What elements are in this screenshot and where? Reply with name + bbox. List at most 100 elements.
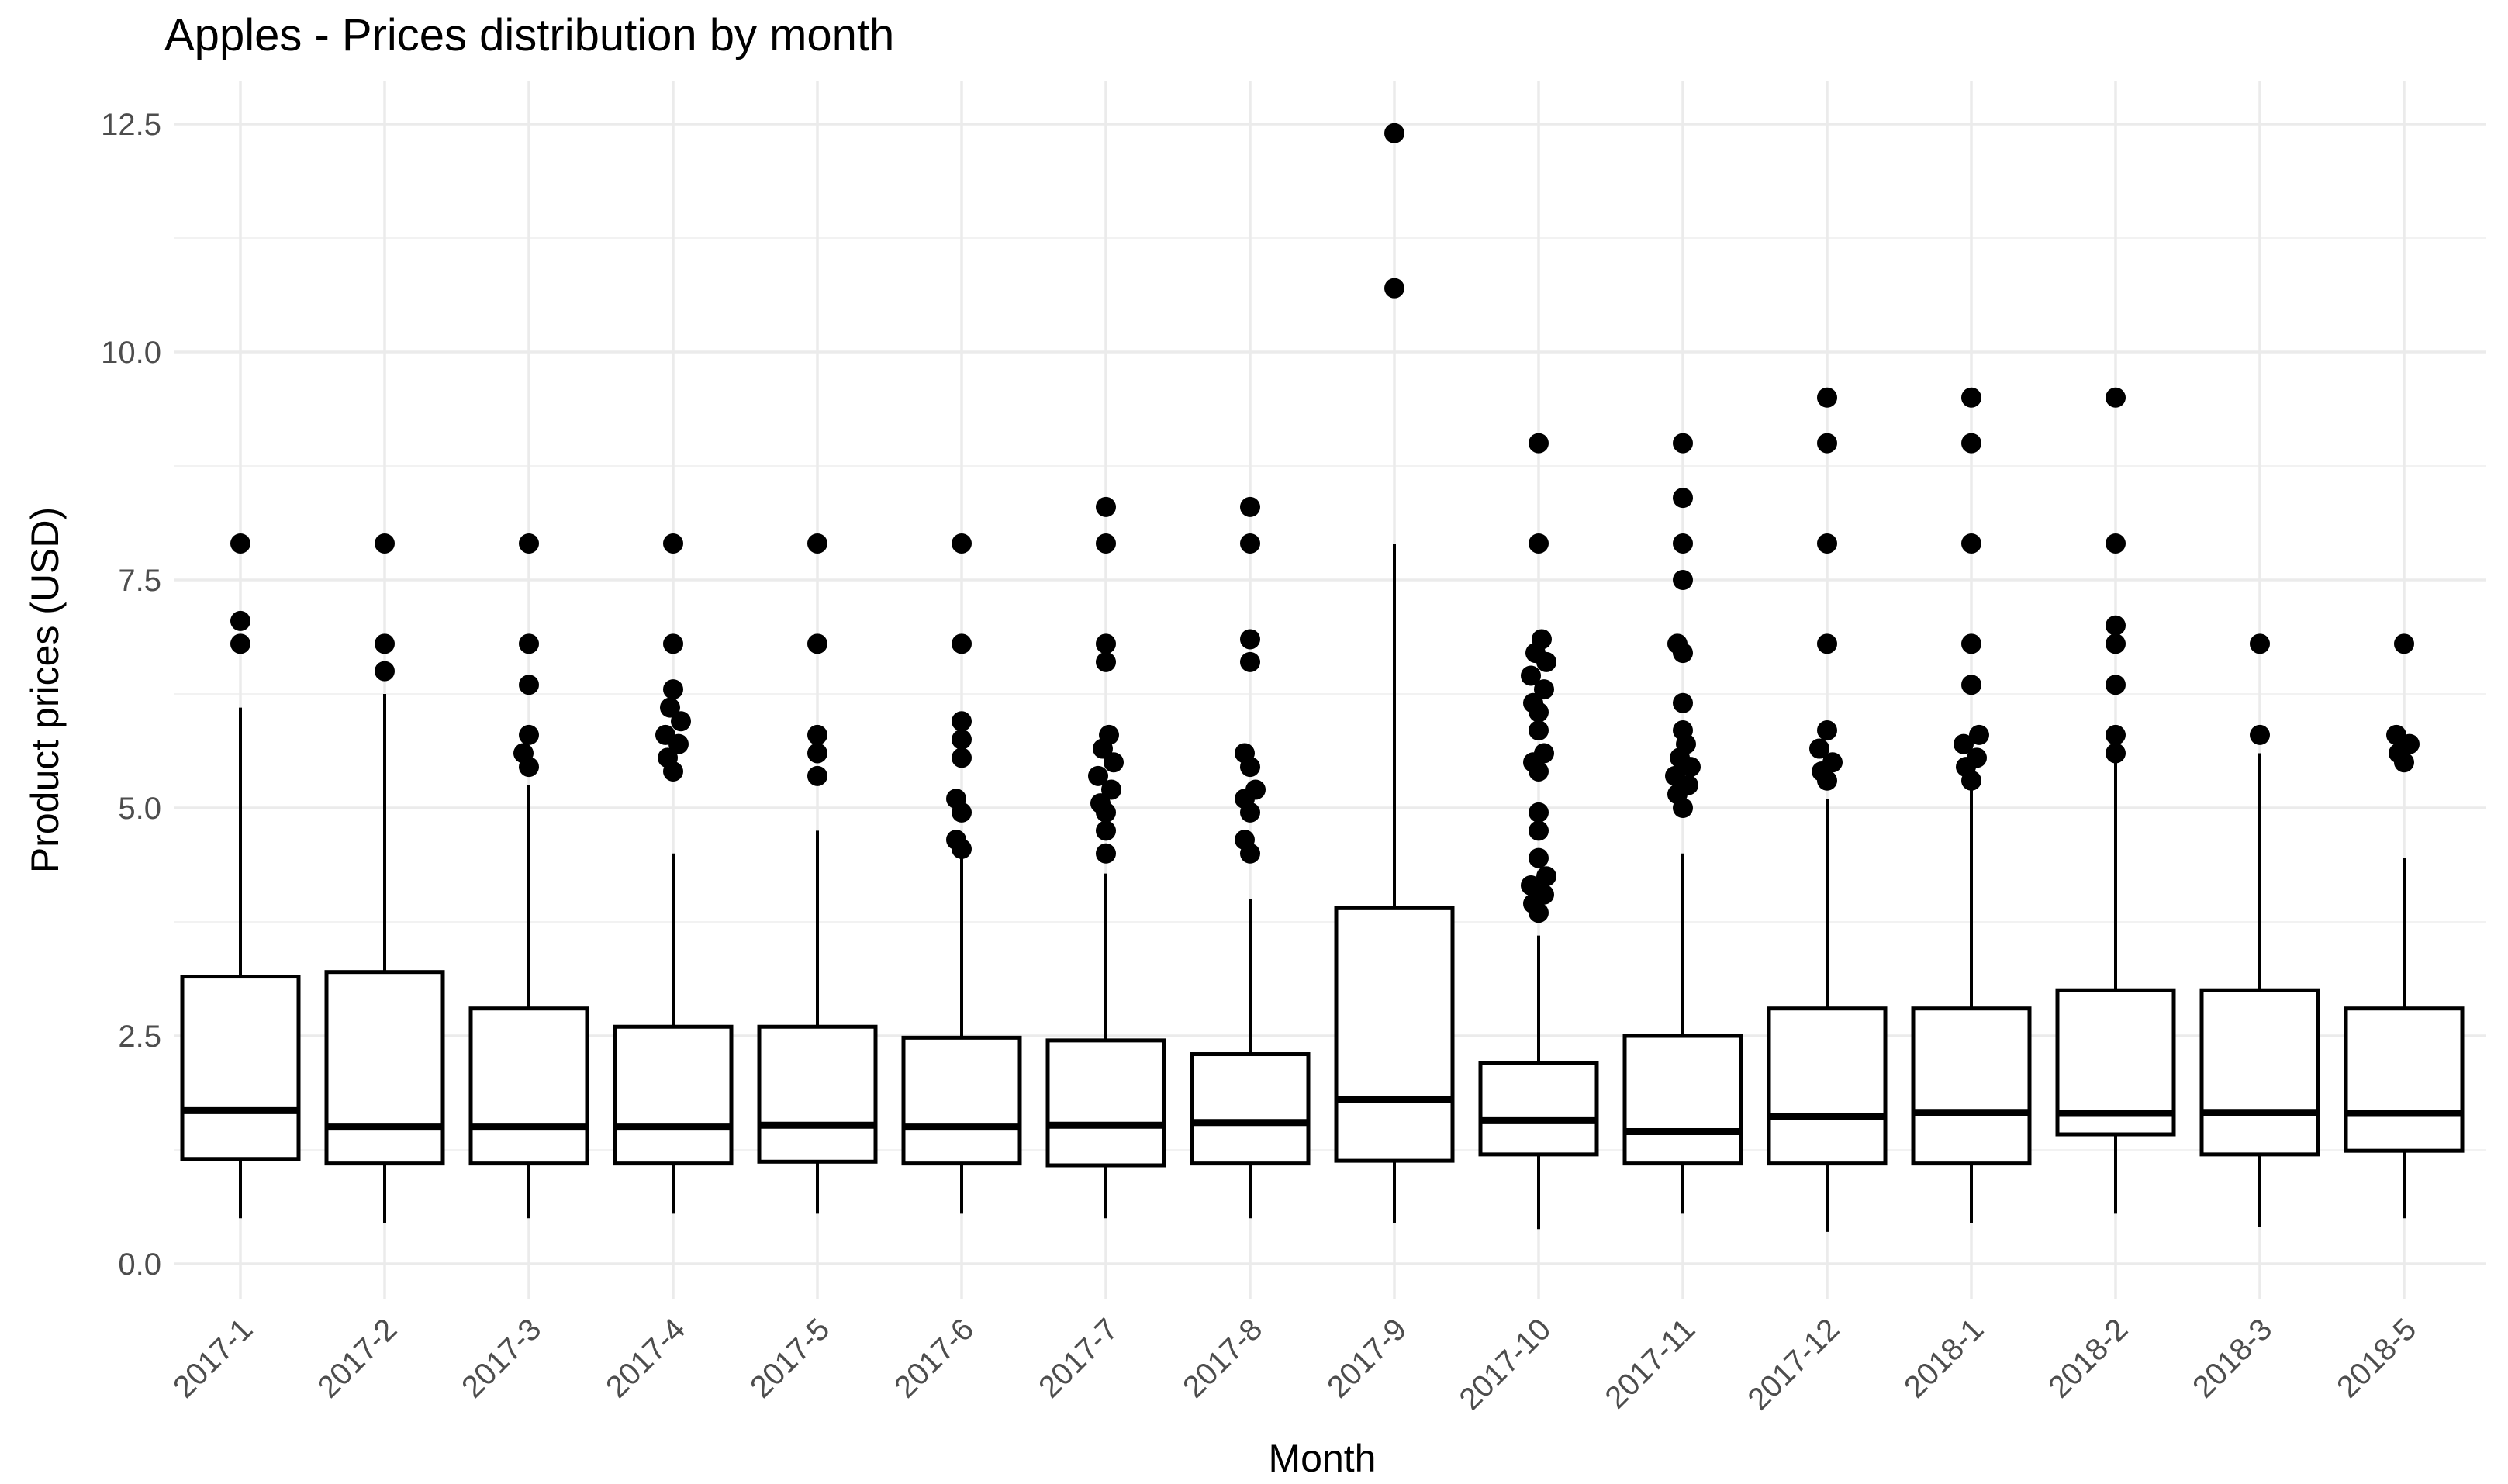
outlier-dot xyxy=(807,533,827,554)
outlier-dot xyxy=(1961,533,1981,554)
y-tick-label-10.0: 10.0 xyxy=(101,336,161,370)
outlier-dot xyxy=(1809,738,1829,759)
outlier-dot xyxy=(519,724,539,745)
outlier-dot xyxy=(807,743,827,764)
outlier-dot xyxy=(2106,675,2126,695)
x-tick-label-2018-5: 2018-5 xyxy=(2330,1312,2423,1404)
outlier-dot xyxy=(1532,629,1552,650)
outlier-dot xyxy=(1104,752,1124,773)
outlier-dot xyxy=(1529,802,1549,823)
iqr-box xyxy=(1767,1006,1888,1166)
outlier-dot xyxy=(2250,633,2270,654)
boxplot-2018-3 xyxy=(2199,633,2320,1227)
x-tick-label-2018-1: 2018-1 xyxy=(1898,1312,1990,1404)
outlier-dot xyxy=(1090,793,1111,814)
outlier-dot xyxy=(1240,533,1260,554)
outlier-dot xyxy=(1240,496,1260,517)
outlier-dot xyxy=(1529,533,1549,554)
outlier-dot xyxy=(1096,820,1116,841)
boxplot-2017-11 xyxy=(1622,433,1743,1214)
iqr-box xyxy=(1190,1052,1311,1166)
outlier-dot xyxy=(1096,496,1116,517)
outlier-dot xyxy=(2106,387,2126,408)
outlier-dot xyxy=(952,729,972,750)
outlier-dot xyxy=(1534,679,1554,700)
outlier-dot xyxy=(1961,633,1981,654)
boxplot-2017-8 xyxy=(1190,496,1311,1219)
x-tick-label-2017-1: 2017-1 xyxy=(167,1312,259,1404)
x-tick-label-2017-7: 2017-7 xyxy=(1032,1312,1124,1404)
outlier-dot xyxy=(1961,433,1981,454)
y-tick-label-0.0: 0.0 xyxy=(118,1248,161,1282)
x-tick-label-2017-10: 2017-10 xyxy=(1453,1312,1557,1417)
outlier-dot xyxy=(1096,651,1116,672)
outlier-dot xyxy=(655,724,675,745)
x-axis-title: Month xyxy=(1268,1437,1377,1480)
iqr-box xyxy=(613,1024,734,1166)
iqr-box xyxy=(1622,1034,1743,1166)
outlier-dot xyxy=(2106,724,2126,745)
y-tick-label-12.5: 12.5 xyxy=(101,108,161,142)
outlier-dot xyxy=(2386,724,2406,745)
outlier-dot xyxy=(1523,692,1543,713)
boxplot-2017-10 xyxy=(1478,433,1599,1230)
outlier-dot xyxy=(2394,633,2414,654)
x-tick-label-2017-9: 2017-9 xyxy=(1321,1312,1413,1404)
outlier-dot xyxy=(663,679,683,700)
boxplot-2018-2 xyxy=(2055,387,2176,1214)
outlier-dot xyxy=(1088,765,1108,786)
boxplot-2017-3 xyxy=(468,533,589,1219)
outlier-dot xyxy=(1817,633,1837,654)
outlier-dot xyxy=(1534,743,1554,764)
outlier-dot xyxy=(1817,387,1837,408)
outlier-dot xyxy=(660,697,680,718)
iqr-box xyxy=(2344,1006,2465,1153)
outlier-dot xyxy=(1521,665,1541,686)
x-tick-label-2017-2: 2017-2 xyxy=(311,1312,403,1404)
outlier-dot xyxy=(1099,724,1119,745)
outlier-dot xyxy=(1245,779,1266,800)
boxplot-2017-9 xyxy=(1334,123,1455,1223)
outlier-dot xyxy=(1969,724,1989,745)
outlier-dot xyxy=(2106,533,2126,554)
iqr-box xyxy=(2199,988,2320,1157)
y-tick-label-5.0: 5.0 xyxy=(118,792,161,826)
x-tick-label-2018-2: 2018-2 xyxy=(2042,1312,2134,1404)
outlier-dot xyxy=(519,675,539,695)
outlier-dot xyxy=(663,633,683,654)
outlier-dot xyxy=(1967,747,1987,768)
boxplot-2017-12 xyxy=(1767,387,1888,1232)
outlier-dot xyxy=(375,533,395,554)
x-tick-label-2017-3: 2017-3 xyxy=(455,1312,548,1404)
iqr-box xyxy=(1478,1061,1599,1157)
outlier-dot xyxy=(1817,533,1837,554)
outlier-dot xyxy=(1529,847,1549,868)
x-tick-label-2017-4: 2017-4 xyxy=(599,1312,692,1404)
outlier-dot xyxy=(1101,779,1121,800)
outlier-dot xyxy=(1673,720,1693,741)
outlier-dot xyxy=(1096,533,1116,554)
outlier-dot xyxy=(2106,615,2126,636)
outlier-dot xyxy=(513,743,534,764)
outlier-dot xyxy=(952,533,972,554)
iqr-box xyxy=(468,1006,589,1166)
outlier-dot xyxy=(1817,720,1837,741)
outlier-dot xyxy=(1235,743,1255,764)
iqr-box xyxy=(757,1024,878,1164)
iqr-box xyxy=(1045,1038,1166,1168)
outlier-dot xyxy=(1817,433,1837,454)
outlier-dot xyxy=(658,747,678,768)
outlier-dot xyxy=(1954,733,1974,754)
boxplot-2017-5 xyxy=(757,533,878,1214)
outlier-dot xyxy=(1665,765,1685,786)
outlier-dot xyxy=(952,747,972,768)
outlier-dot xyxy=(1384,123,1404,143)
outlier-dot xyxy=(375,633,395,654)
y-axis-title: Product prices (USD) xyxy=(23,506,67,874)
outlier-dot xyxy=(1384,278,1404,299)
outlier-dot xyxy=(1673,692,1693,713)
boxplot-2017-4 xyxy=(613,533,734,1214)
outlier-dot xyxy=(1240,629,1260,650)
